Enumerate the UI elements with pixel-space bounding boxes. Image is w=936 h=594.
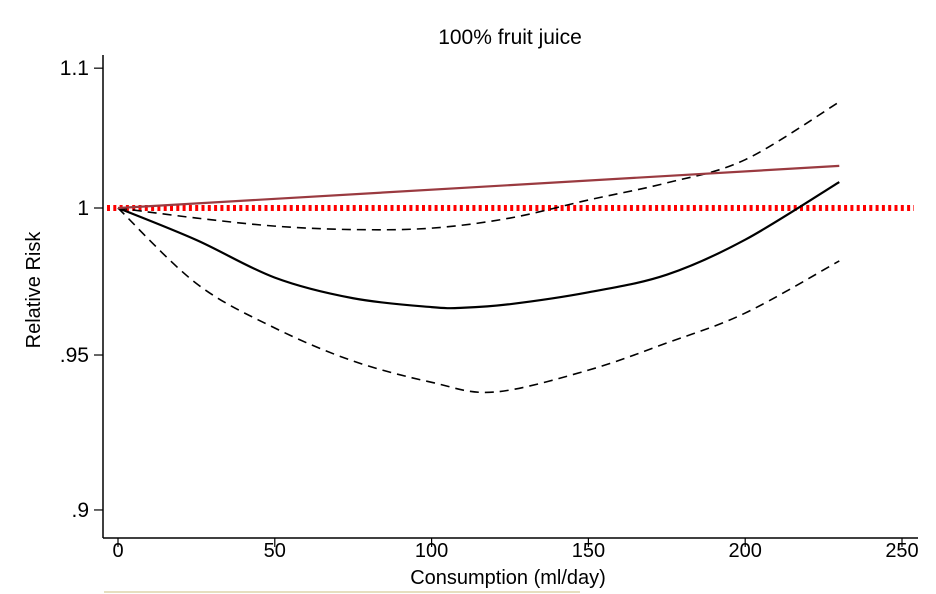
- y-tick-label: 1.1: [60, 57, 89, 80]
- y-tick-label: .9: [71, 499, 89, 522]
- x-tick-label: 50: [264, 540, 286, 562]
- y-axis-label: Relative Risk: [23, 231, 45, 349]
- footer-rule: [104, 591, 580, 593]
- x-tick-label: 200: [729, 540, 762, 562]
- lower-ci-line: [117, 207, 840, 394]
- chart-title: 100% fruit juice: [438, 26, 582, 49]
- x-tick-label: 0: [112, 540, 123, 562]
- x-tick-label: 100: [415, 540, 448, 562]
- x-tick-label: 250: [885, 540, 918, 562]
- y-tick-label: 1: [77, 197, 89, 220]
- x-tick-label: 150: [572, 540, 605, 562]
- y-tick-label: .95: [60, 344, 89, 367]
- x-axis-label: Consumption (ml/day): [410, 567, 606, 589]
- linear-trend-line: [117, 164, 840, 210]
- upper-ci-line: [117, 101, 840, 231]
- estimate-line: [117, 181, 840, 310]
